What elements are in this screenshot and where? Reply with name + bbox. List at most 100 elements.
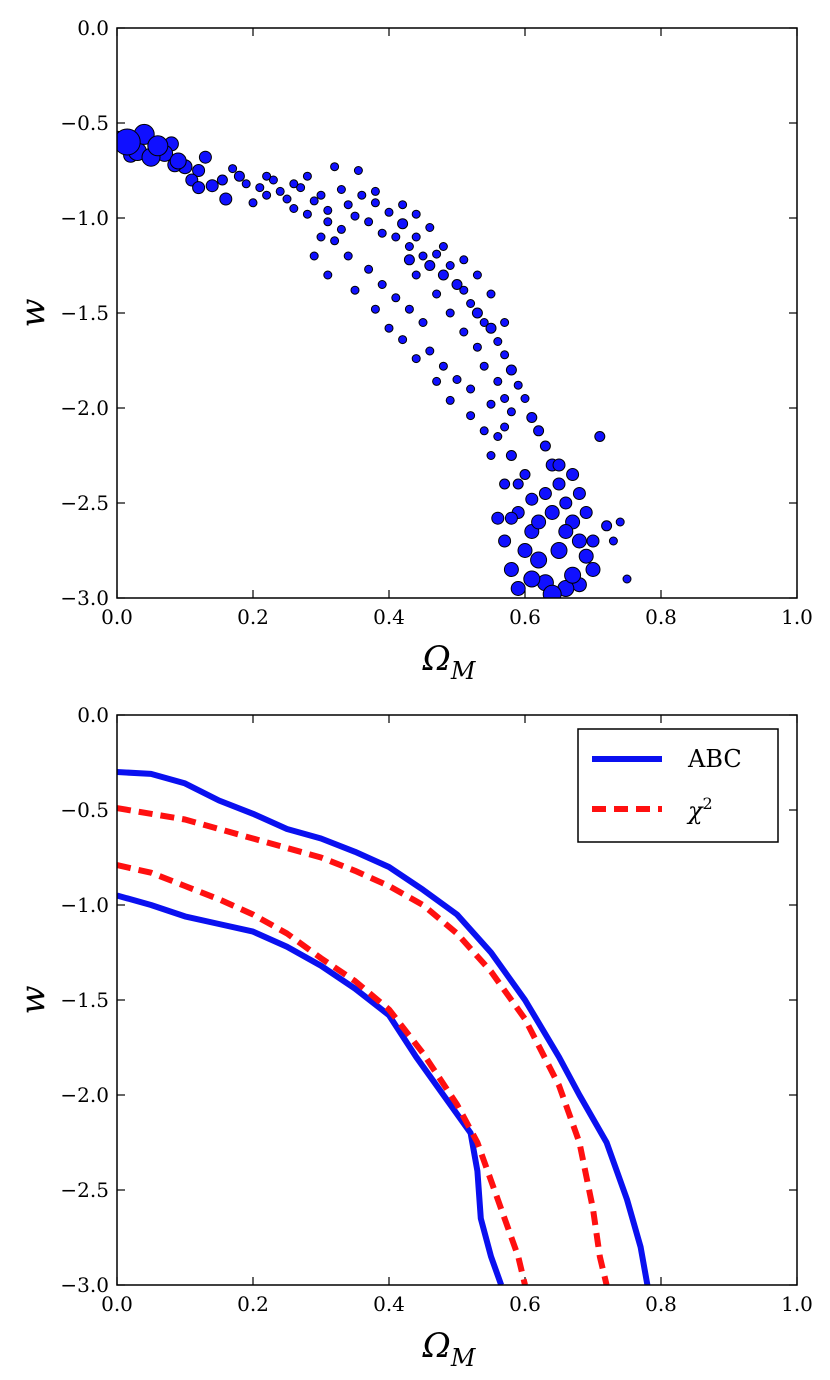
- scatter-point: [296, 183, 306, 193]
- scatter-point: [233, 170, 245, 182]
- contour-lines: [117, 769, 651, 1285]
- scatter-point: [432, 289, 442, 299]
- scatter-point: [498, 534, 512, 548]
- x-tick-label: 0.4: [373, 605, 405, 629]
- scatter-point: [550, 542, 568, 559]
- scatter-point: [578, 548, 594, 564]
- scatter-point: [404, 304, 414, 314]
- scatter-point: [594, 431, 606, 442]
- scatter-point: [370, 198, 380, 208]
- y-tick-label: −3.0: [60, 1273, 109, 1297]
- plot-frame: [116, 714, 798, 1286]
- scatter-point: [493, 337, 503, 346]
- scatter-point: [147, 135, 169, 157]
- scatter-point: [343, 251, 353, 261]
- scatter-point: [302, 171, 312, 181]
- scatter-point: [466, 411, 476, 421]
- scatter-point: [472, 270, 482, 280]
- scatter-point: [500, 394, 510, 403]
- scatter-point: [425, 346, 435, 356]
- scatter-point: [323, 217, 333, 227]
- scatter-point: [520, 394, 530, 403]
- scatter-point: [350, 285, 360, 295]
- scatter-point: [391, 293, 401, 303]
- scatter-point: [533, 425, 545, 437]
- scatter-point: [500, 422, 510, 432]
- scatter-point: [364, 217, 374, 227]
- scatter-panel: 0.0 0.2 0.4 0.6 0.8 1.0 0.0 −0.5 −1.0 −1.5 −2.0 −2.…: [13, 16, 813, 685]
- x-tick-label: 1.0: [781, 605, 813, 629]
- scatter-point: [505, 450, 517, 461]
- scatter-point: [466, 299, 476, 308]
- scatter-point: [479, 426, 489, 436]
- scatter-point: [330, 236, 340, 246]
- scatter-point: [262, 171, 272, 181]
- scatter-point: [323, 270, 333, 280]
- scatter-point: [262, 190, 272, 200]
- legend: ABC χ2: [577, 728, 779, 843]
- abc-contour-line: [117, 892, 505, 1285]
- scatter-point: [364, 264, 374, 274]
- scatter-point: [459, 255, 469, 265]
- scatter-point: [117, 128, 141, 156]
- scatter-point: [411, 209, 421, 219]
- scatter-point: [377, 228, 387, 238]
- chi2-contour-line: [117, 805, 610, 1285]
- plot-frame: [116, 27, 798, 599]
- scatter-point: [411, 232, 421, 242]
- scatter-point: [471, 307, 483, 319]
- scatter-point: [531, 514, 547, 530]
- scatter-point: [506, 407, 516, 417]
- scatter-point: [370, 186, 380, 196]
- y-tick-label: −1.0: [60, 893, 109, 917]
- scatter-point: [316, 190, 326, 200]
- scatter-point: [350, 211, 360, 221]
- scatter-point: [377, 280, 387, 289]
- scatter-point: [309, 251, 319, 261]
- scatter-point: [500, 350, 510, 360]
- scatter-point: [503, 562, 519, 577]
- scatter-point: [282, 194, 292, 204]
- scatter-point: [486, 451, 496, 460]
- scatter-point: [192, 181, 206, 195]
- scatter-point: [384, 207, 394, 217]
- scatter-point: [558, 524, 574, 539]
- scatter-point: [559, 496, 573, 510]
- scatter-point: [493, 376, 503, 386]
- scatter-point: [542, 584, 562, 598]
- scatter-point: [564, 566, 582, 584]
- scatter-point: [504, 511, 518, 525]
- scatter-point: [404, 242, 414, 251]
- scatter-point: [538, 487, 552, 500]
- scatter-point: [330, 162, 340, 172]
- scatter-point: [493, 432, 503, 441]
- scatter-point: [491, 511, 505, 525]
- scatter-point: [519, 469, 531, 480]
- scatter-point: [437, 269, 449, 281]
- scatter-point: [169, 152, 187, 170]
- scatter-point: [445, 261, 455, 270]
- scatter-point: [432, 376, 442, 386]
- scatter-point: [384, 323, 394, 333]
- scatter-point: [513, 380, 523, 390]
- x-axis-label: ΩM: [422, 1326, 477, 1372]
- scatter-point: [403, 254, 415, 266]
- scatter-point: [485, 322, 497, 334]
- scatter-point: [248, 198, 258, 208]
- legend-abc-label: ABC: [687, 745, 742, 773]
- scatter-point: [336, 185, 346, 194]
- scatter-point: [479, 361, 489, 371]
- y-tick-label: 0.0: [77, 703, 109, 727]
- scatter-point: [391, 232, 401, 242]
- y-tick-label: 0.0: [77, 16, 109, 40]
- scatter-point: [615, 517, 625, 527]
- y-tick-label: −0.5: [60, 111, 109, 135]
- scatter-point: [486, 399, 496, 409]
- chi2-contour-line: [117, 862, 528, 1285]
- y-tick-label: −1.0: [60, 206, 109, 230]
- scatter-point: [552, 477, 566, 491]
- scatter-point: [275, 186, 285, 196]
- scatter-point: [343, 200, 353, 210]
- scatter-point: [411, 270, 421, 280]
- scatter-point: [289, 179, 299, 189]
